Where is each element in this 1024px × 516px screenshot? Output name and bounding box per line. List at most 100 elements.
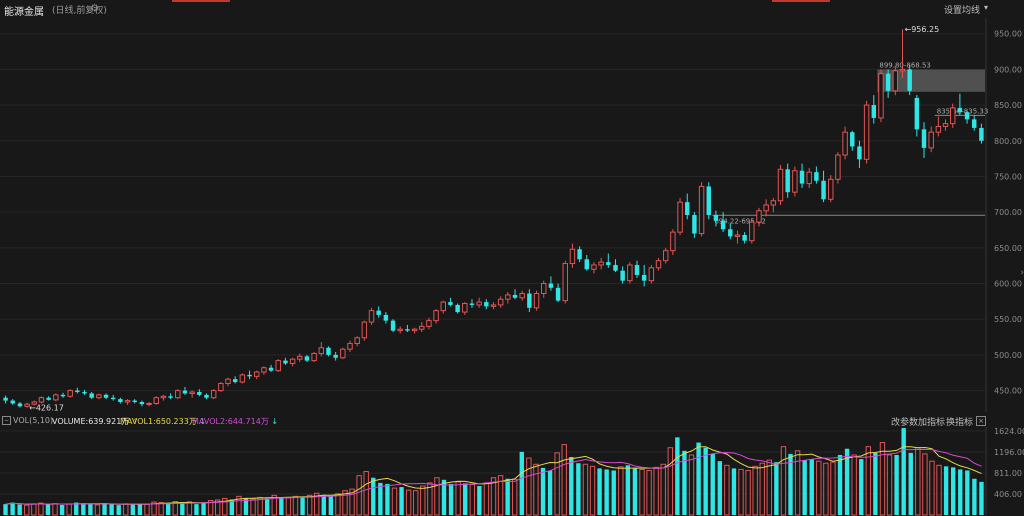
volume-bar: [342, 490, 348, 516]
candle-body: [160, 395, 167, 399]
tab-indicator: [772, 0, 830, 2]
volume-bar: [441, 479, 447, 515]
candle-body: [806, 171, 812, 185]
y-tick-label: 650.00: [994, 244, 1022, 253]
chevron-down-icon[interactable]: ▾: [983, 3, 988, 12]
volume-bar: [109, 504, 114, 515]
volume-bar: [519, 451, 524, 515]
candle-body: [232, 379, 238, 383]
candle-body: [462, 303, 468, 313]
candle-body: [548, 283, 554, 288]
volume-bar: [229, 499, 235, 515]
volume-bar: [292, 495, 299, 516]
volume-bar: [759, 462, 765, 516]
volume-bar: [497, 475, 504, 516]
volume-bar: [894, 454, 899, 515]
candle-body: [685, 202, 690, 215]
change-indicator-button[interactable]: 换指标: [946, 418, 974, 428]
candle-body: [734, 234, 741, 237]
close-icon[interactable]: ×: [976, 416, 986, 426]
candle-body: [899, 68, 906, 72]
y-tick-label: 450.00: [994, 387, 1022, 396]
candle-body: [31, 401, 38, 405]
candle-body: [670, 231, 676, 252]
volume-bar: [533, 463, 539, 516]
add-indicator-button[interactable]: 加指标: [918, 418, 946, 428]
volume-bar: [399, 487, 404, 515]
volume-bar: [582, 463, 589, 516]
volume-bar: [908, 452, 913, 515]
volume-bar: [554, 452, 560, 516]
volume-bar: [540, 467, 546, 515]
candlestick-chart[interactable]: 450.00 500.00 550.00 600.00 650.00 700.00 750.…: [0, 18, 1024, 413]
candle-body: [411, 328, 418, 332]
volume-chart[interactable]: 406.00 811.00 1196.00 1624.00: [0, 427, 1024, 516]
candle-body: [124, 400, 131, 403]
candle-body: [426, 320, 432, 327]
volume-bar: [477, 486, 482, 515]
chevron-right-icon[interactable]: ›: [1020, 268, 1024, 278]
volume-bar: [222, 497, 228, 516]
volume-bar: [285, 497, 292, 516]
candle-body: [182, 390, 188, 394]
candle-body: [289, 358, 296, 364]
candle-body: [189, 391, 195, 394]
mavol2-line: [5, 448, 982, 505]
volume-bar: [413, 490, 419, 516]
gear-icon[interactable]: ⚙: [90, 3, 99, 14]
volume-bar: [780, 446, 787, 516]
candle-body: [405, 329, 410, 331]
volume-bar: [837, 454, 843, 515]
candle-body: [842, 131, 848, 156]
volume-bar: [300, 496, 305, 515]
volume-bar: [279, 497, 284, 515]
high-label: ←956.25: [904, 25, 939, 34]
volume-bar: [66, 503, 72, 516]
set-ma-button[interactable]: 设置均线: [943, 6, 980, 16]
volume-bar: [589, 465, 596, 516]
edit-params-button[interactable]: 改参数: [891, 418, 919, 428]
candle-body: [591, 264, 597, 270]
volume-bar: [653, 466, 659, 516]
volume-bar: [646, 469, 652, 516]
mavol1-value: MAVOL1:650.233万 ↓: [120, 417, 207, 426]
candle-body: [677, 201, 683, 233]
volume-bar: [859, 459, 864, 515]
volume-bar: [469, 483, 475, 516]
candle-body: [598, 261, 604, 266]
candle-body: [655, 260, 662, 269]
hide-icon[interactable]: −: [2, 416, 11, 425]
candle-body: [347, 342, 353, 350]
y-tick-label: 1196.00: [994, 448, 1024, 457]
candle-body: [153, 397, 159, 404]
candle-body: [942, 123, 949, 127]
volume-bar: [950, 467, 956, 515]
candle-body: [376, 310, 381, 315]
volume-bar: [236, 495, 242, 516]
candle-body: [46, 397, 51, 400]
y-tick-label: 950.00: [994, 30, 1022, 39]
y-tick-label: 800.00: [994, 137, 1022, 146]
volume-bar: [865, 446, 872, 516]
candle-body: [662, 250, 669, 262]
candle-body: [10, 400, 15, 404]
candle-body: [383, 314, 389, 321]
candle-body: [333, 354, 338, 358]
volume-bar: [130, 504, 136, 515]
volume-bar: [597, 468, 602, 515]
gap-label: 835.66-835.33: [937, 107, 989, 115]
volume-bar: [102, 503, 107, 515]
volume-bar: [81, 503, 86, 515]
volume-bar: [611, 470, 616, 515]
candle-body: [139, 402, 145, 405]
volume-bar: [625, 465, 631, 515]
candle-body: [397, 328, 403, 332]
volume-bar: [943, 466, 949, 515]
candle-body: [204, 394, 209, 398]
chart-period: (日线,前复权): [52, 6, 107, 16]
volume-bar: [675, 437, 680, 515]
candle-body: [885, 73, 891, 91]
volume-bar: [809, 459, 814, 515]
low-label: ←426.17: [29, 404, 64, 413]
chart-title[interactable]: 能源金属: [4, 7, 44, 18]
